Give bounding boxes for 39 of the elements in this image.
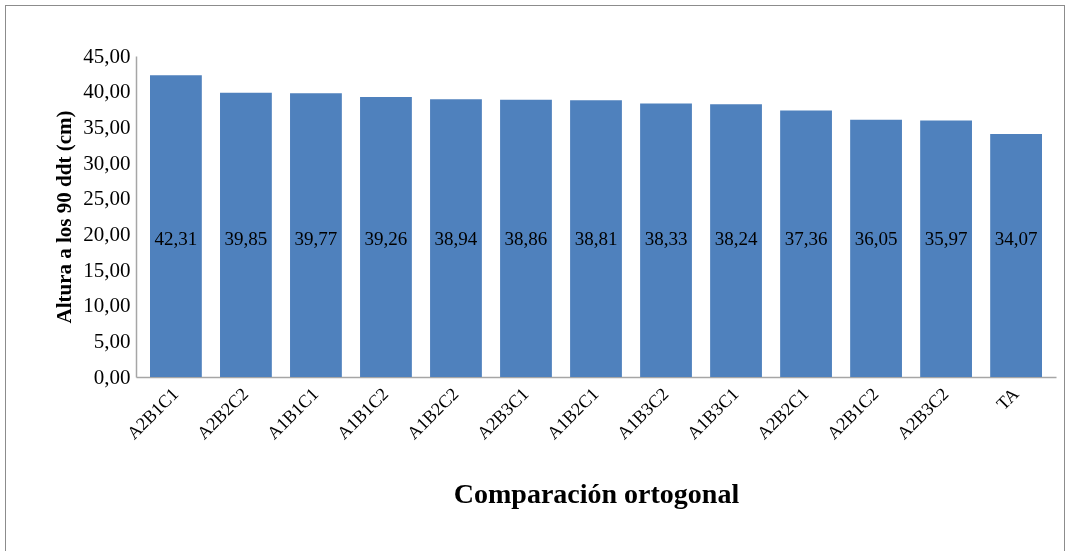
y-tick-label: 0,00 [93, 364, 131, 389]
data-label: 39,26 [364, 227, 408, 249]
data-label: 38,94 [434, 227, 478, 249]
data-label: 38,33 [644, 227, 688, 249]
bar [710, 104, 762, 377]
data-label: 39,77 [294, 227, 338, 249]
data-label: 42,31 [154, 227, 198, 249]
data-label: 38,24 [714, 227, 758, 249]
y-tick-label: 25,00 [83, 186, 131, 211]
data-label: 39,85 [224, 227, 268, 249]
bar [780, 110, 832, 377]
bar [150, 75, 202, 377]
bar [500, 99, 552, 377]
y-tick-label: 45,00 [83, 43, 131, 68]
bar [570, 100, 622, 377]
data-label: 35,97 [924, 227, 968, 249]
bar [430, 99, 482, 377]
bar [220, 92, 272, 377]
data-label: 38,86 [504, 227, 548, 249]
y-tick-label: 10,00 [83, 293, 131, 318]
data-label: 38,81 [574, 227, 618, 249]
bar [850, 119, 902, 377]
y-tick-label: 5,00 [93, 328, 131, 353]
y-axis-title: Altura a los 90 ddt (cm) [52, 110, 77, 324]
x-axis-title: Comparación ortogonal [453, 478, 740, 510]
data-label: 37,36 [784, 227, 828, 249]
bar [920, 120, 972, 377]
y-tick-label: 20,00 [83, 221, 131, 246]
bar [290, 93, 342, 377]
data-label: 34,07 [994, 227, 1038, 249]
bar [360, 96, 412, 377]
bar [990, 133, 1042, 377]
data-label: 36,05 [854, 227, 898, 249]
y-tick-label: 40,00 [83, 79, 131, 104]
y-tick-label: 15,00 [83, 257, 131, 282]
y-tick-label: 30,00 [83, 150, 131, 175]
x-tick-label: TA [992, 383, 1023, 414]
y-tick-label: 35,00 [83, 114, 131, 139]
bar [640, 103, 692, 377]
